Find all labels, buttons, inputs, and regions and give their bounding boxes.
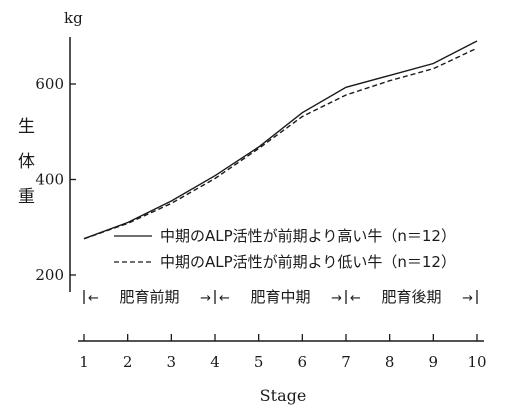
y-axis-unit: kg [64, 9, 83, 27]
phase-arrow-left: ← [219, 291, 230, 306]
x-tick-label: 6 [298, 353, 308, 371]
phase-arrow-right: → [462, 291, 473, 306]
x-tick-label: 2 [123, 353, 133, 371]
y-tick-label: 200 [35, 266, 64, 284]
y-axis-title-char: 生 [18, 117, 35, 137]
legend-label-low: 中期のALP活性が前期より低い牛（n＝12） [160, 253, 456, 271]
y-axis-title-char: 体 [18, 152, 35, 172]
x-tick-label: 9 [429, 353, 439, 371]
legend-label-high: 中期のALP活性が前期より高い牛（n＝12） [160, 227, 456, 245]
legend: 中期のALP活性が前期より高い牛（n＝12） 中期のALP活性が前期より低い牛（… [114, 227, 456, 271]
phase-label: 肥育中期 [250, 288, 310, 306]
phase-label: 肥育後期 [381, 288, 441, 306]
x-axis-ticks: 1 2 3 4 5 6 7 8 9 10 [79, 334, 487, 371]
x-tick-label: 5 [254, 353, 264, 371]
x-tick-label: 1 [79, 353, 89, 371]
phase-annotations: ← → 肥育前期 ← → 肥育中期 ← → 肥育後期 [83, 288, 478, 306]
phase-arrow-left: ← [350, 291, 361, 306]
series-line-high-alp [83, 40, 478, 240]
series-line-low-alp [83, 47, 478, 240]
x-tick-label: 10 [467, 353, 486, 371]
y-axis-title-char: 重 [18, 187, 35, 207]
x-axis-title: Stage [260, 386, 307, 405]
series-group [83, 40, 478, 240]
phase-arrow-left: ← [88, 291, 99, 306]
phase-arrow-right: → [331, 291, 342, 306]
x-tick-label: 4 [210, 353, 220, 371]
y-tick-label: 600 [35, 75, 64, 93]
y-axis-ticks: 200 400 600 [35, 75, 76, 284]
x-tick-label: 7 [341, 353, 351, 371]
y-axis-title: 生体重 [18, 117, 35, 207]
x-tick-label: 8 [385, 353, 395, 371]
phase-label: 肥育前期 [119, 288, 179, 306]
phase-arrow-right: → [200, 291, 211, 306]
x-tick-label: 3 [167, 353, 177, 371]
y-tick-label: 400 [35, 171, 64, 189]
